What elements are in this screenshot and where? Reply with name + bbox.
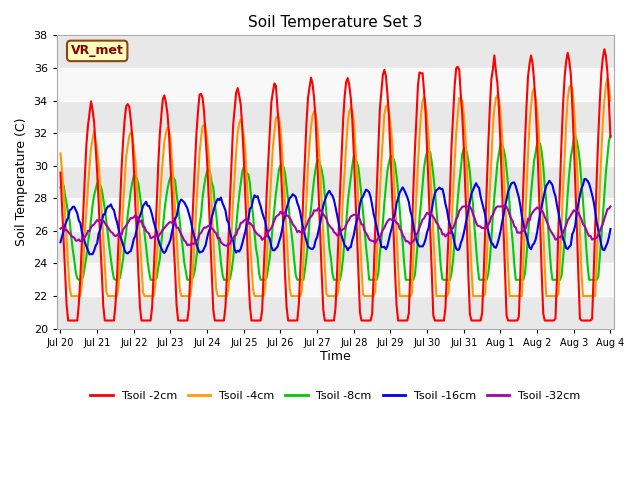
Bar — [57, 68, 614, 100]
Bar — [57, 198, 614, 231]
Bar — [57, 166, 614, 198]
Bar — [57, 296, 614, 329]
Bar — [57, 133, 614, 166]
X-axis label: Time: Time — [320, 350, 351, 363]
Bar — [57, 36, 614, 68]
Bar — [57, 231, 614, 264]
Legend: Tsoil -2cm, Tsoil -4cm, Tsoil -8cm, Tsoil -16cm, Tsoil -32cm: Tsoil -2cm, Tsoil -4cm, Tsoil -8cm, Tsoi… — [86, 386, 585, 405]
Bar — [57, 264, 614, 296]
Bar — [57, 100, 614, 133]
Title: Soil Temperature Set 3: Soil Temperature Set 3 — [248, 15, 423, 30]
Y-axis label: Soil Temperature (C): Soil Temperature (C) — [15, 118, 28, 246]
Text: VR_met: VR_met — [71, 45, 124, 58]
